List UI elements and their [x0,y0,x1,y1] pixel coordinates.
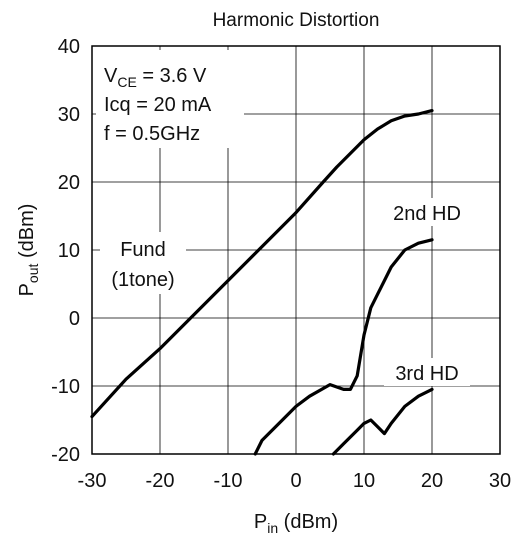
conditions-box: VCE = 3.6 V Icq = 20 mA f = 0.5GHz [96,50,244,148]
y-tick-label: -20 [51,444,80,466]
freq-label: f = 0.5GHz [104,123,200,145]
x-tick-label: 10 [353,470,375,492]
x-tick-label: -30 [78,470,107,492]
hd3-label-background [384,358,470,386]
x-tick-label: 0 [290,470,301,492]
series-lines [90,108,434,456]
x-tick-labels: -30 -20 -10 0 10 20 30 [78,470,512,492]
hd2-label-background [384,198,470,226]
plot-frame [91,45,501,455]
y-tick-label: -10 [51,376,80,398]
y-tick-label: 40 [58,36,80,58]
x-tick-label: -10 [214,470,243,492]
x-tick-label: 20 [421,470,443,492]
x-axis-label: Pin (dBm) [254,511,338,534]
fund-label-background [100,232,186,294]
hd2-series-line [253,238,434,456]
hd3-series-line [331,387,434,456]
y-tick-label: 20 [58,172,80,194]
fund-label-line1: Fund [120,239,166,261]
hd2-series-label: 2nd HD [384,198,470,226]
fund-series-line [90,108,434,419]
fund-series-label: Fund (1tone) [100,232,186,294]
icq-label: Icq = 20 mA [104,94,212,116]
x-tick-label: -20 [146,470,175,492]
hd3-label-text: 3rd HD [395,363,458,385]
x-tick-label: 30 [489,470,511,492]
vce-label: VCE = 3.6 V [104,65,207,90]
y-tick-label: 30 [58,104,80,126]
conditions-background [96,50,244,148]
y-tick-labels: -20 -10 0 10 20 30 40 [51,36,80,466]
y-axis-label: Pout (dBm) [16,204,41,297]
hd2-label-text: 2nd HD [393,203,461,225]
y-tick-label: 0 [69,308,80,330]
fund-label-line2: (1tone) [111,269,174,291]
y-tick-label: 10 [58,240,80,262]
hd3-series-label: 3rd HD [384,358,470,386]
chart-title: Harmonic Distortion [213,10,380,31]
